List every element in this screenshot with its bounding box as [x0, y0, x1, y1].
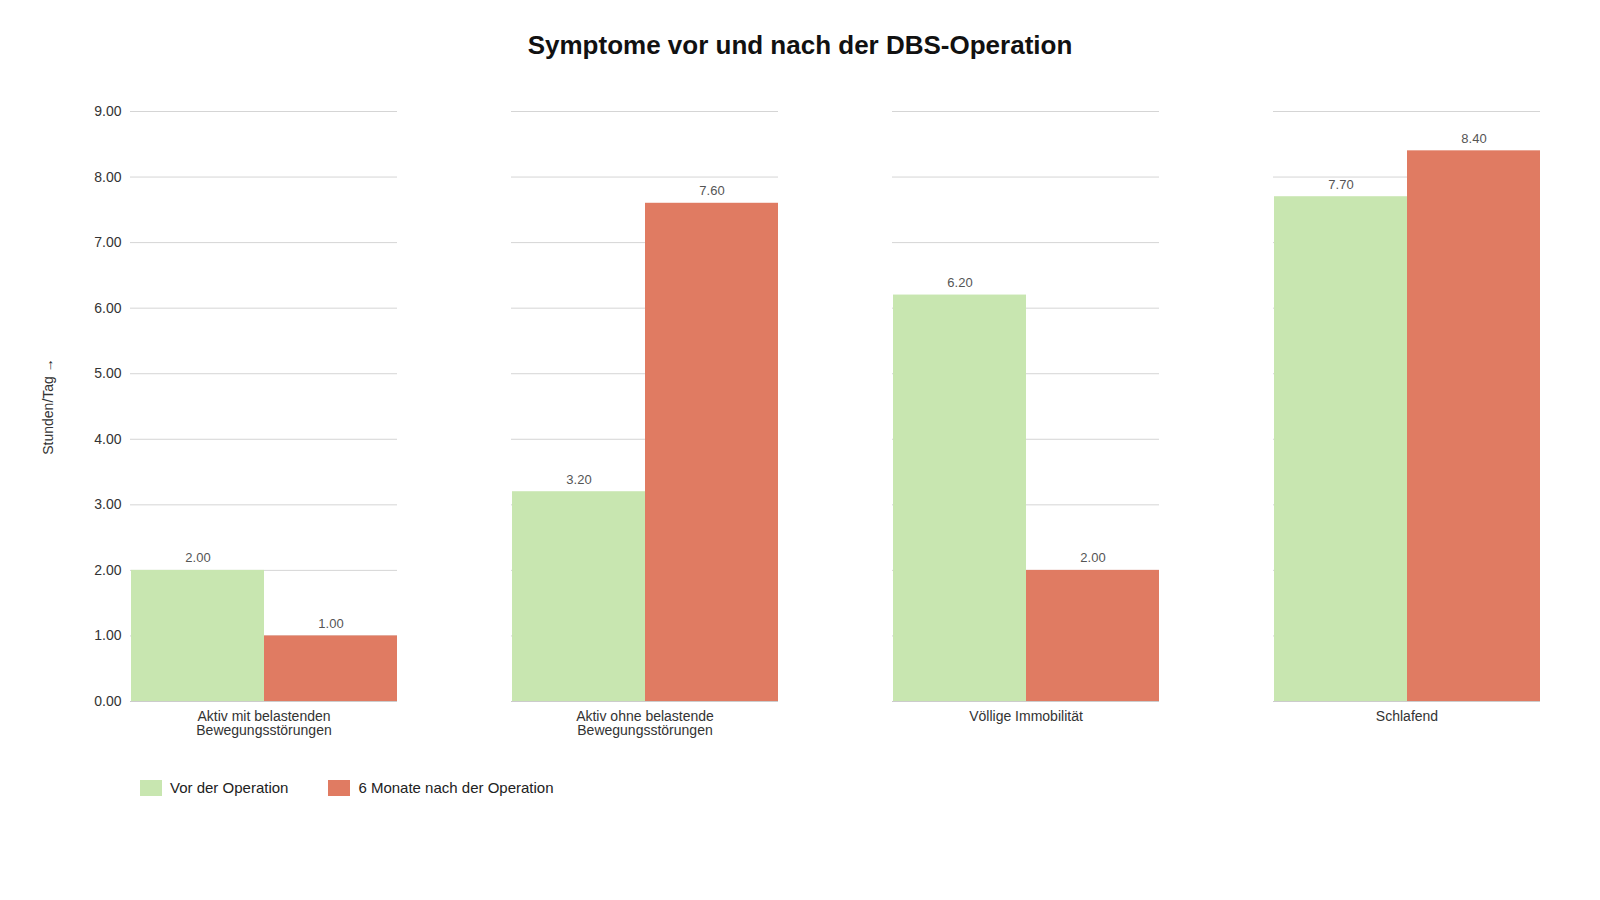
svg-text:Schlafend: Schlafend: [1376, 708, 1438, 724]
svg-text:6.00: 6.00: [94, 300, 121, 316]
svg-text:7.60: 7.60: [699, 183, 724, 198]
svg-text:0.00: 0.00: [94, 693, 121, 709]
svg-text:7.70: 7.70: [1328, 177, 1353, 192]
svg-text:2.00: 2.00: [1080, 550, 1105, 565]
svg-text:7.00: 7.00: [94, 234, 121, 250]
svg-text:1.00: 1.00: [318, 616, 343, 631]
svg-text:3.20: 3.20: [566, 472, 591, 487]
svg-text:Aktiv mit belastendenBewegungs: Aktiv mit belastendenBewegungsstörungen: [196, 708, 331, 738]
svg-text:6.20: 6.20: [947, 275, 972, 290]
svg-text:9.00: 9.00: [94, 103, 121, 119]
html-text:Vor der Operation: Vor der Operation: [170, 779, 289, 796]
svg-text:Völlige Immobilität: Völlige Immobilität: [969, 708, 1083, 724]
html-text:Symptome vor und nach der DBS-: Symptome vor und nach der DBS-Operation: [527, 30, 1073, 60]
svg-text:2.00: 2.00: [185, 550, 210, 565]
svg-text:8.00: 8.00: [94, 169, 121, 185]
svg-text:3.00: 3.00: [94, 496, 121, 512]
svg-text:5.00: 5.00: [94, 365, 121, 381]
svg-text:4.00: 4.00: [94, 431, 121, 447]
svg-text:1.00: 1.00: [94, 627, 121, 643]
html-text:6 Monate nach der Operation: 6 Monate nach der Operation: [358, 779, 554, 796]
svg-text:Stunden/Tag →: Stunden/Tag →: [40, 358, 56, 455]
svg-text:8.40: 8.40: [1461, 131, 1486, 146]
svg-text:2.00: 2.00: [94, 562, 121, 578]
svg-text:Aktiv ohne belastendeBewegungs: Aktiv ohne belastendeBewegungsstörungen: [576, 708, 714, 738]
